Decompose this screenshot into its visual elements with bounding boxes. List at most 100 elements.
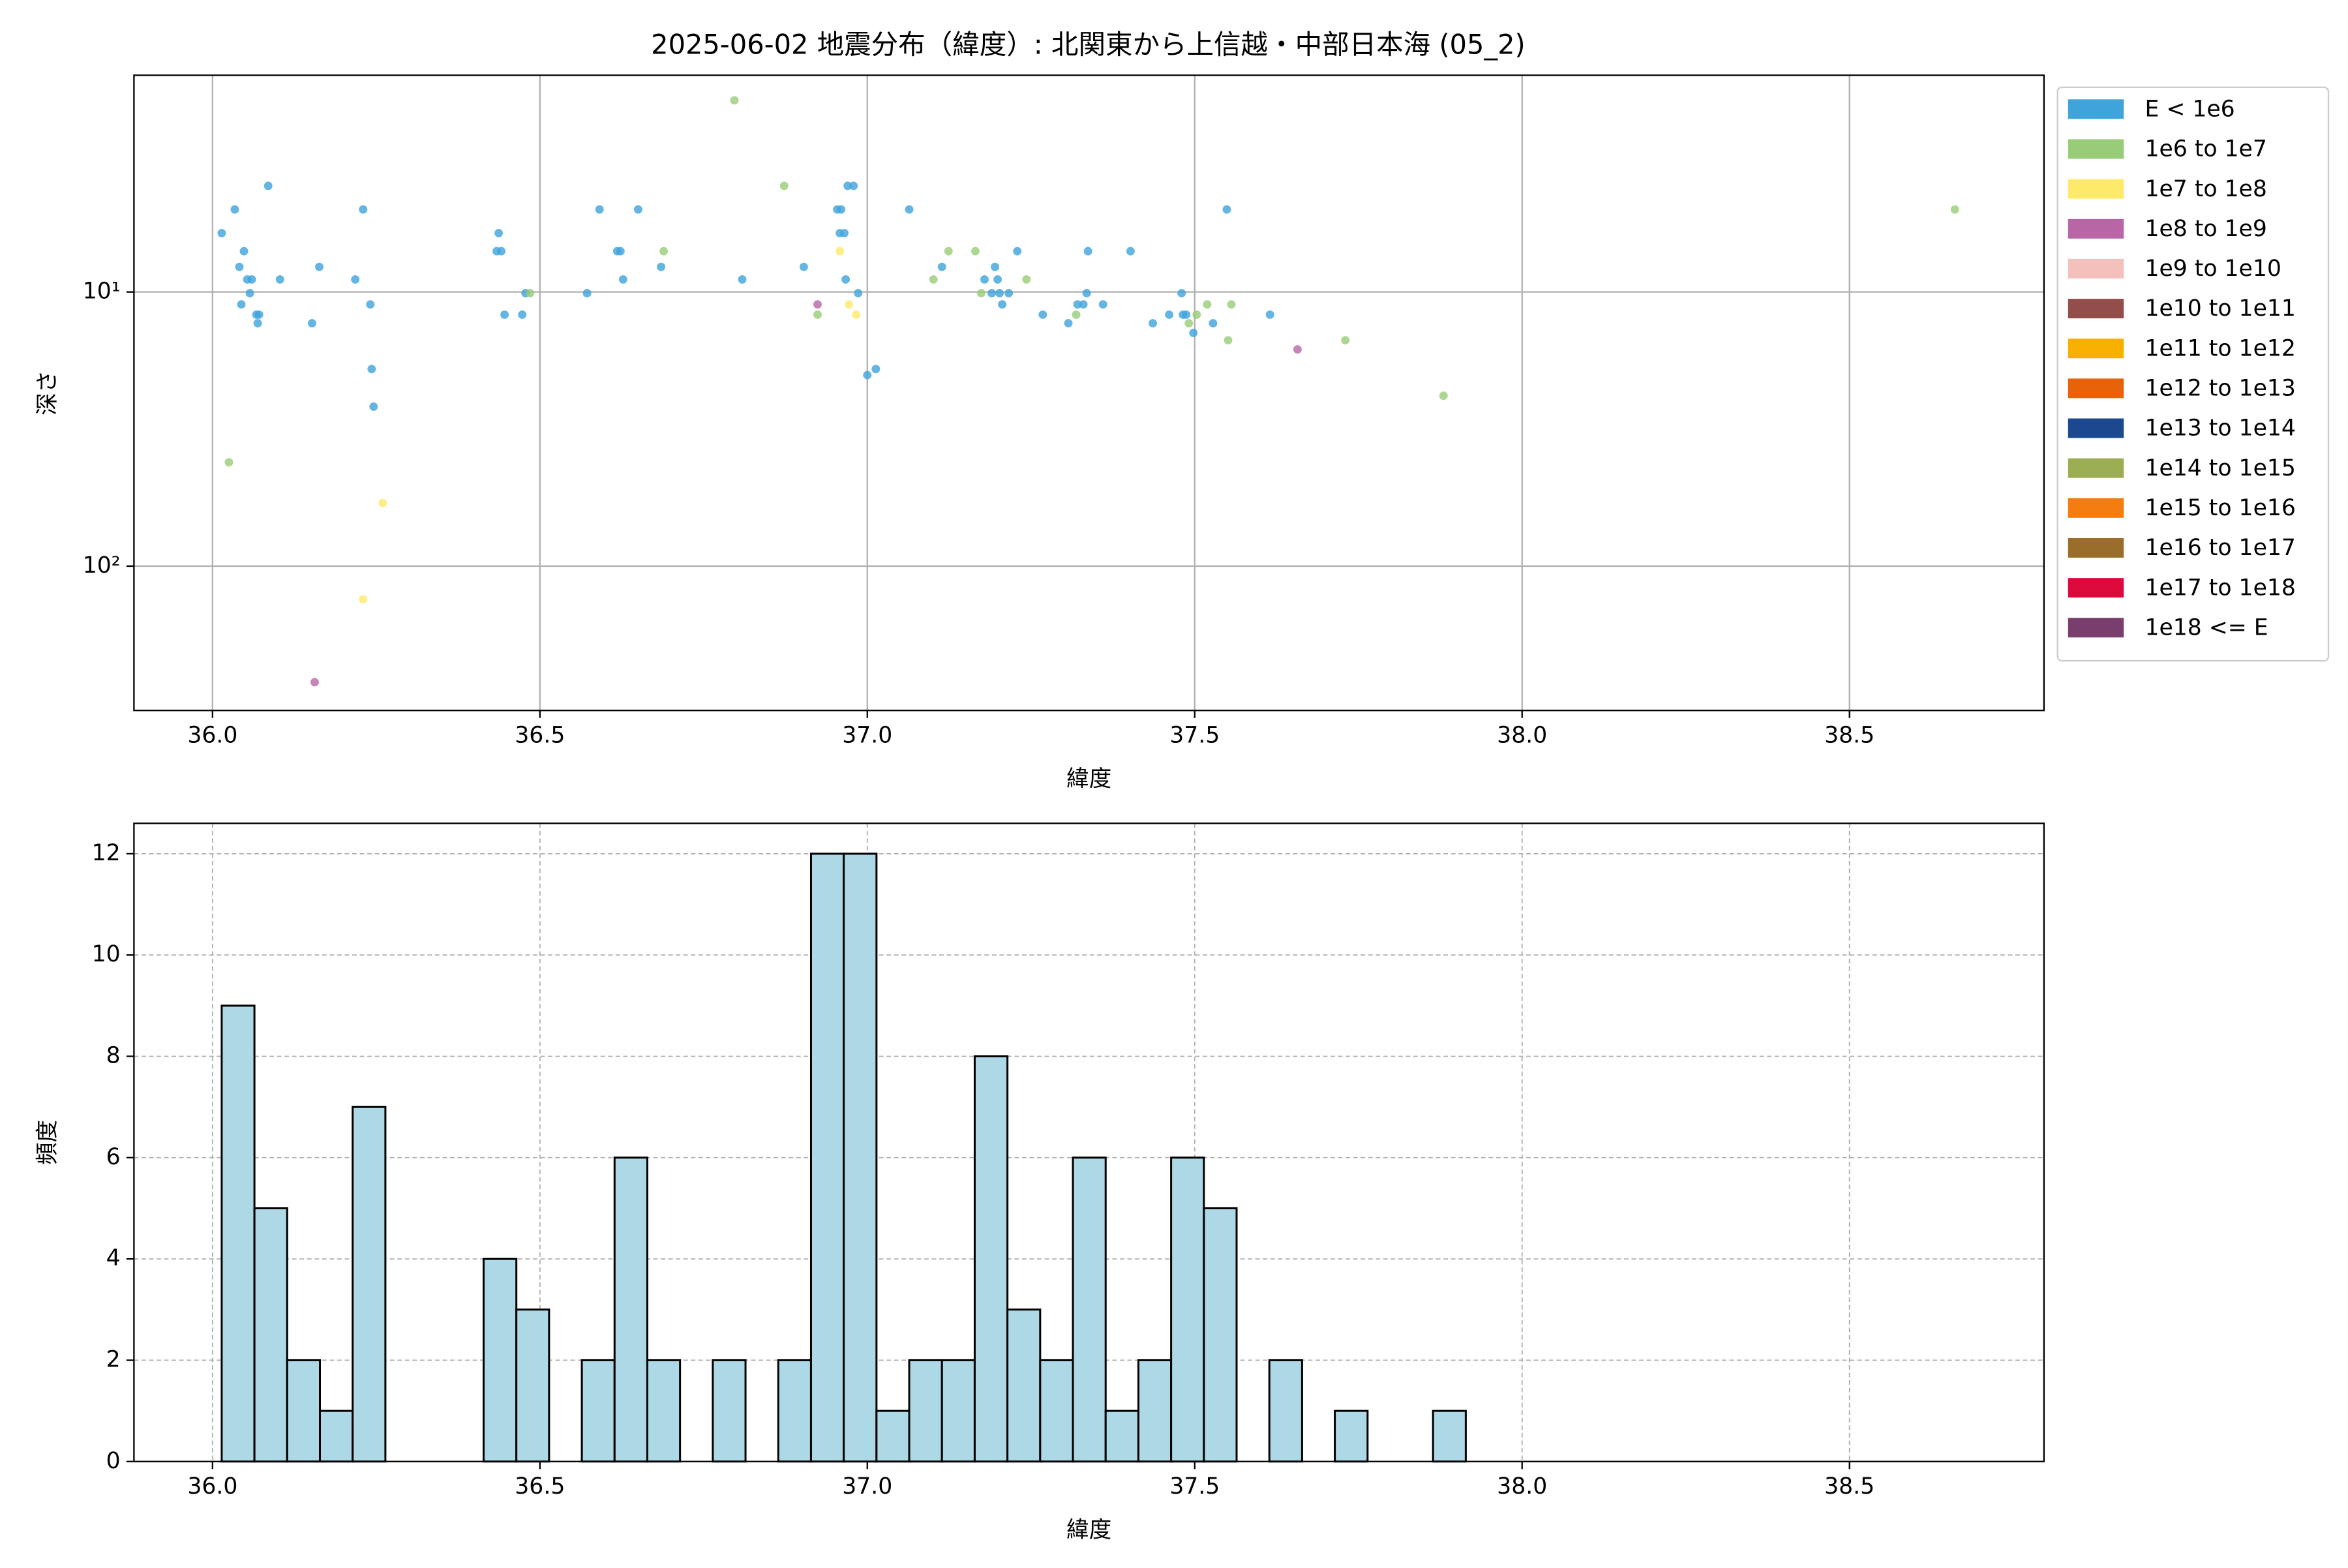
legend-label: 1e7 to 1e8 [2145,176,2266,202]
scatter-point [1293,345,1302,354]
histogram-bar [319,1410,354,1463]
legend-label: E < 1e6 [2145,96,2235,122]
scatter-point [987,289,996,297]
legend-label: 1e18 <= E [2145,614,2268,641]
scatter-point [500,310,509,319]
scatter-point [991,262,1000,271]
x-axis-label: 緯度 [1066,766,1111,792]
scatter-point [247,275,256,284]
scatter-point [837,205,846,214]
scatter-point [359,205,368,214]
scatter-point [1083,247,1092,256]
histogram-bar [809,852,845,1463]
scatter-point [1079,300,1088,309]
scatter-point [239,247,248,256]
scatter-point [835,247,845,256]
scatter-point [799,262,808,271]
histogram-bar [1432,1410,1467,1463]
scatter-point [245,289,254,297]
scatter-point [618,275,627,284]
x-tick-label: 38.0 [1497,1473,1547,1500]
x-tick-label: 36.0 [187,722,237,748]
scatter-point [1203,300,1212,309]
histogram-bar [613,1156,648,1463]
x-tick-label: 37.5 [1169,722,1220,748]
legend-label: 1e14 to 1e15 [2145,455,2295,481]
scatter-point [351,275,360,284]
scatter-point [657,262,666,271]
legend-swatch [2068,99,2124,119]
scatter-point [980,275,989,284]
x-tick-label: 36.5 [515,1473,565,1500]
scatter-point [310,678,319,687]
legend-swatch [2068,618,2124,638]
histogram-bar [1137,1359,1173,1463]
scatter-point [854,289,863,297]
scatter-point [998,300,1007,309]
plot-frame [133,74,2045,712]
scatter-point [633,205,642,214]
scatter-point [217,228,226,237]
scatter-point [849,181,858,190]
scatter-point [852,310,861,319]
scatter-point [840,228,849,237]
x-tick-label: 37.5 [1169,1473,1220,1500]
scatter-point [307,319,316,328]
scatter-point [1073,300,1082,309]
legend-label: 1e11 to 1e12 [2145,335,2295,361]
x-axis-label: 緯度 [1066,1517,1111,1543]
scatter-point [1013,247,1022,256]
y-tick-label: 0 [106,1448,121,1474]
x-tick-label: 38.0 [1497,722,1547,748]
scatter-point [1126,247,1135,256]
x-tick-label: 36.5 [515,722,565,748]
legend-swatch [2068,339,2124,359]
y-axis-label: 頻度 [35,1120,61,1165]
legend-label: 1e10 to 1e11 [2145,295,2295,322]
scatter-point [263,181,273,190]
scatter-point [845,300,854,309]
scatter-point [813,300,822,309]
scatter-point [843,181,852,190]
scatter-point [1177,289,1186,297]
scatter-point [367,365,376,374]
legend-swatch [2068,219,2124,239]
histogram-bar [875,1410,911,1463]
plot-frame [133,822,2045,1462]
scatter-point [993,275,1002,284]
histogram-bar [1268,1359,1303,1463]
legend-label: 1e12 to 1e13 [2145,376,2295,402]
legend-label: 1e16 to 1e17 [2145,535,2295,561]
x-tick-label: 37.0 [842,1473,892,1500]
scatter-point [730,96,739,105]
x-tick-label: 38.5 [1824,722,1874,748]
scatter-point [779,181,789,190]
legend-label: 1e8 to 1e9 [2145,216,2266,242]
scatter-point [905,205,914,214]
legend-swatch [2068,498,2124,518]
scatter-point [1227,300,1236,309]
scatter-point [1004,289,1014,297]
scatter-point [1072,310,1081,319]
legend-label: 1e9 to 1e10 [2145,256,2281,282]
legend-swatch [2068,139,2124,159]
scatter-point [1209,319,1218,328]
legend-swatch [2068,418,2124,438]
histogram-bar [941,1359,976,1463]
histogram-bar [253,1207,288,1463]
scatter-point [366,300,375,309]
scatter-point [813,310,822,319]
scatter-point [937,262,946,271]
legend-label: 1e6 to 1e7 [2145,136,2266,162]
scatter-point [871,365,880,374]
scatter-point [518,310,527,319]
scatter-point [1341,336,1350,345]
legend-frame [2056,86,2330,662]
scatter-point [595,205,604,214]
scatter-point [224,458,233,467]
legend-swatch [2068,299,2124,319]
scatter-point [1224,336,1233,345]
histogram-bar [1006,1308,1042,1463]
scatter-point [494,228,504,237]
